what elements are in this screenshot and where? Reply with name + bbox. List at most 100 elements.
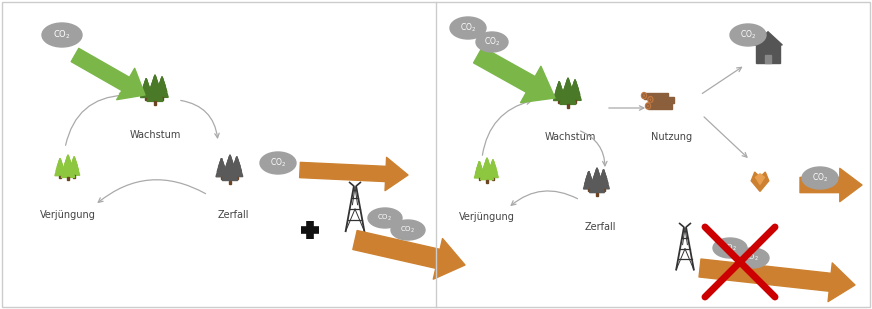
Bar	[596, 193, 598, 196]
Text: $\mathsf{CO_2}$: $\mathsf{CO_2}$	[812, 172, 828, 184]
Ellipse shape	[450, 17, 486, 39]
FancyArrowPatch shape	[473, 47, 555, 103]
Polygon shape	[490, 160, 496, 168]
Text: $\mathsf{CO_2}$: $\mathsf{CO_2}$	[739, 29, 756, 41]
Ellipse shape	[648, 96, 653, 103]
FancyArrowPatch shape	[300, 157, 408, 191]
Polygon shape	[751, 172, 769, 191]
Polygon shape	[151, 75, 160, 88]
Polygon shape	[593, 168, 601, 180]
Ellipse shape	[645, 103, 651, 109]
FancyArrowPatch shape	[702, 67, 741, 93]
FancyArrowPatch shape	[482, 100, 531, 155]
Polygon shape	[756, 174, 765, 184]
Text: $\mathsf{CO_2}$: $\mathsf{CO_2}$	[722, 243, 738, 253]
Polygon shape	[555, 82, 563, 95]
Polygon shape	[487, 160, 498, 178]
Polygon shape	[480, 158, 494, 180]
Text: Zerfall: Zerfall	[584, 222, 616, 232]
FancyArrowPatch shape	[353, 231, 465, 279]
Ellipse shape	[391, 220, 425, 240]
Polygon shape	[753, 32, 782, 45]
Polygon shape	[217, 159, 226, 171]
Polygon shape	[554, 82, 565, 100]
Polygon shape	[65, 155, 72, 166]
Text: Zerfall: Zerfall	[217, 210, 249, 220]
Bar	[558, 100, 560, 103]
Polygon shape	[474, 161, 484, 178]
Ellipse shape	[802, 167, 838, 189]
Text: Nutzung: Nutzung	[651, 132, 692, 142]
Polygon shape	[583, 171, 594, 189]
Polygon shape	[563, 78, 572, 91]
Text: Verjüngung: Verjüngung	[459, 212, 515, 222]
FancyArrowPatch shape	[609, 106, 644, 110]
Polygon shape	[234, 157, 240, 166]
Bar	[228, 180, 231, 184]
Polygon shape	[477, 161, 482, 169]
Polygon shape	[147, 75, 163, 101]
Polygon shape	[72, 157, 78, 166]
Bar	[486, 180, 488, 183]
Bar	[765, 55, 771, 63]
Ellipse shape	[735, 248, 769, 268]
Polygon shape	[143, 78, 149, 88]
FancyArrowPatch shape	[99, 180, 206, 202]
Ellipse shape	[476, 32, 508, 52]
Polygon shape	[63, 155, 73, 171]
Text: Wachstum: Wachstum	[544, 132, 596, 142]
Polygon shape	[55, 159, 65, 176]
Polygon shape	[70, 157, 78, 170]
Polygon shape	[156, 77, 168, 97]
FancyArrowPatch shape	[72, 49, 145, 100]
Ellipse shape	[260, 152, 296, 174]
Text: $\mathsf{CO_2}$: $\mathsf{CO_2}$	[745, 253, 760, 263]
Bar	[574, 100, 576, 103]
Text: $\mathsf{CO_2}$: $\mathsf{CO_2}$	[460, 22, 476, 34]
Polygon shape	[599, 170, 608, 184]
Polygon shape	[58, 159, 63, 167]
Ellipse shape	[42, 23, 82, 47]
FancyArrowPatch shape	[511, 191, 577, 205]
FancyArrowPatch shape	[800, 168, 862, 202]
Ellipse shape	[368, 208, 402, 228]
Text: $\mathsf{CO_2}$: $\mathsf{CO_2}$	[53, 29, 71, 41]
Bar	[644, 92, 668, 99]
Bar	[756, 45, 780, 63]
Polygon shape	[489, 160, 497, 172]
Polygon shape	[562, 78, 574, 97]
Bar	[221, 177, 222, 179]
Bar	[648, 103, 672, 109]
Text: $\mathsf{CO_2}$: $\mathsf{CO_2}$	[269, 157, 286, 169]
Polygon shape	[224, 155, 236, 173]
Polygon shape	[142, 78, 151, 92]
Polygon shape	[219, 159, 225, 167]
Text: Wachstum: Wachstum	[129, 130, 181, 140]
Bar	[235, 176, 238, 179]
FancyArrowPatch shape	[699, 259, 855, 302]
Text: Verjüngung: Verjüngung	[40, 210, 96, 220]
Polygon shape	[589, 168, 604, 193]
Polygon shape	[149, 75, 161, 94]
Polygon shape	[222, 155, 238, 180]
FancyArrowPatch shape	[704, 117, 747, 157]
Polygon shape	[226, 155, 235, 167]
Polygon shape	[61, 155, 75, 177]
Polygon shape	[556, 82, 562, 91]
Text: $\mathsf{CO_2}$: $\mathsf{CO_2}$	[484, 36, 501, 48]
Bar	[153, 101, 156, 105]
Bar	[73, 175, 75, 178]
Polygon shape	[483, 158, 491, 168]
Polygon shape	[159, 77, 166, 87]
Bar	[603, 189, 604, 191]
Bar	[479, 178, 480, 180]
Ellipse shape	[730, 24, 766, 46]
Polygon shape	[560, 78, 576, 104]
Polygon shape	[591, 168, 603, 186]
Text: $\mathsf{CO_2}$: $\mathsf{CO_2}$	[378, 213, 392, 223]
Polygon shape	[598, 170, 610, 189]
Polygon shape	[600, 170, 607, 179]
Polygon shape	[232, 157, 242, 171]
FancyArrowPatch shape	[65, 93, 124, 145]
Polygon shape	[231, 157, 242, 176]
